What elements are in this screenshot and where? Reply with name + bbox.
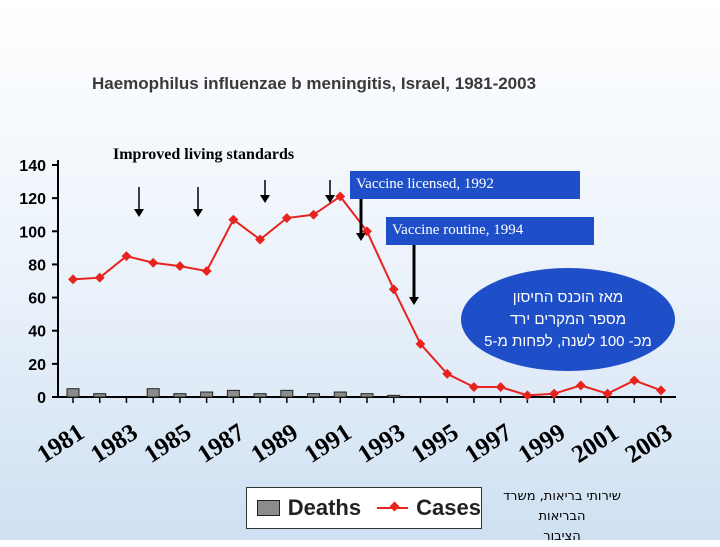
deaths-bar [66, 388, 80, 398]
oval-line-2: מספר המקרים ירד [509, 310, 626, 328]
deaths-bar [200, 391, 214, 398]
x-tick-label: 2003 [621, 419, 678, 469]
y-tick-label: 40 [28, 324, 46, 341]
cases-point [495, 382, 506, 393]
cases-point [335, 191, 346, 202]
cases-point [522, 390, 533, 401]
deaths-bar [333, 391, 347, 398]
x-tick-label: 1991 [300, 419, 357, 469]
cases-point [442, 368, 453, 379]
deaths-bar [253, 393, 267, 398]
x-tick-label: 1993 [353, 419, 410, 469]
living-arrow-head [325, 195, 335, 203]
deaths-bar [173, 393, 187, 398]
deaths-bar [387, 394, 401, 398]
source-line-1: שירותי בריאות, משרד הבריאות [503, 489, 621, 524]
living-arrow-head [134, 209, 144, 217]
cases-point [308, 209, 319, 220]
vaccine-licensed-callout: Vaccine licensed, 1992 [350, 171, 580, 199]
source-note: שירותי בריאות, משרד הבריאות הציבור [496, 487, 628, 547]
y-tick-label: 80 [28, 257, 46, 274]
x-tick-label: 2001 [567, 419, 624, 469]
deaths-legend-swatch [257, 500, 280, 516]
cases-point [174, 261, 185, 272]
y-tick-label: 60 [28, 291, 46, 308]
deaths-bar [360, 393, 374, 398]
vaccine-routine-callout: Vaccine routine, 1994 [386, 217, 594, 245]
deaths-bar [307, 393, 321, 398]
cases-point [281, 213, 292, 223]
x-tick-label: 1985 [140, 419, 197, 469]
improved-living-label: Improved living standards [113, 146, 295, 163]
deaths-bar [146, 388, 160, 398]
cases-point [255, 234, 266, 245]
legend: Deaths Cases [246, 487, 482, 529]
cases-point [68, 274, 78, 285]
cases-point [201, 266, 212, 277]
y-tick-label: 120 [19, 191, 46, 208]
x-tick-label: 1997 [460, 419, 517, 469]
deaths-bar [93, 393, 107, 398]
arrows [134, 180, 419, 305]
y-tick-label: 20 [28, 357, 46, 374]
x-tick-label: 1983 [86, 419, 143, 469]
cases-point [575, 380, 586, 391]
hebrew-note-oval: מאז הוכנס החיסון מספר המקרים ירד מכ- 100… [461, 268, 675, 371]
x-tick-label: 1981 [33, 419, 90, 469]
x-tick-label: 1995 [407, 419, 464, 469]
source-line-2: הציבור [543, 529, 581, 544]
cases-legend-label: Cases [416, 495, 481, 520]
licensed-arrow-head [356, 233, 366, 241]
deaths-legend-label: Deaths [287, 495, 362, 520]
x-tick-label: 1989 [246, 419, 303, 469]
y-tick-label: 0 [37, 390, 46, 407]
cases-point [549, 388, 560, 399]
y-tick-label: 100 [19, 224, 46, 241]
x-tick-label: 1987 [193, 419, 250, 469]
oval-line-3: מכ- 100 לשנה, לפחות מ-5 [484, 332, 652, 350]
cases-point [602, 388, 613, 399]
cases-point [468, 382, 479, 393]
routine-arrow-head [409, 297, 419, 305]
deaths-bar [226, 389, 240, 398]
deaths-bars [66, 388, 401, 398]
cases-point [121, 251, 132, 262]
cases-point [388, 284, 399, 295]
cases-point [228, 214, 239, 225]
living-arrow-head [260, 195, 270, 203]
cases-point [148, 257, 159, 268]
living-arrow-head [193, 209, 203, 217]
oval-line-1: מאז הוכנס החיסון [512, 288, 624, 306]
x-tick-label: 1999 [514, 419, 571, 469]
cases-point [415, 339, 426, 349]
y-tick-label: 140 [19, 158, 46, 175]
cases-point [656, 385, 666, 396]
deaths-bar [280, 389, 294, 398]
cases-point [629, 375, 640, 386]
cases-legend-swatch [377, 507, 409, 509]
chart-title: Haemophilus influenzae b meningitis, Isr… [92, 74, 537, 93]
